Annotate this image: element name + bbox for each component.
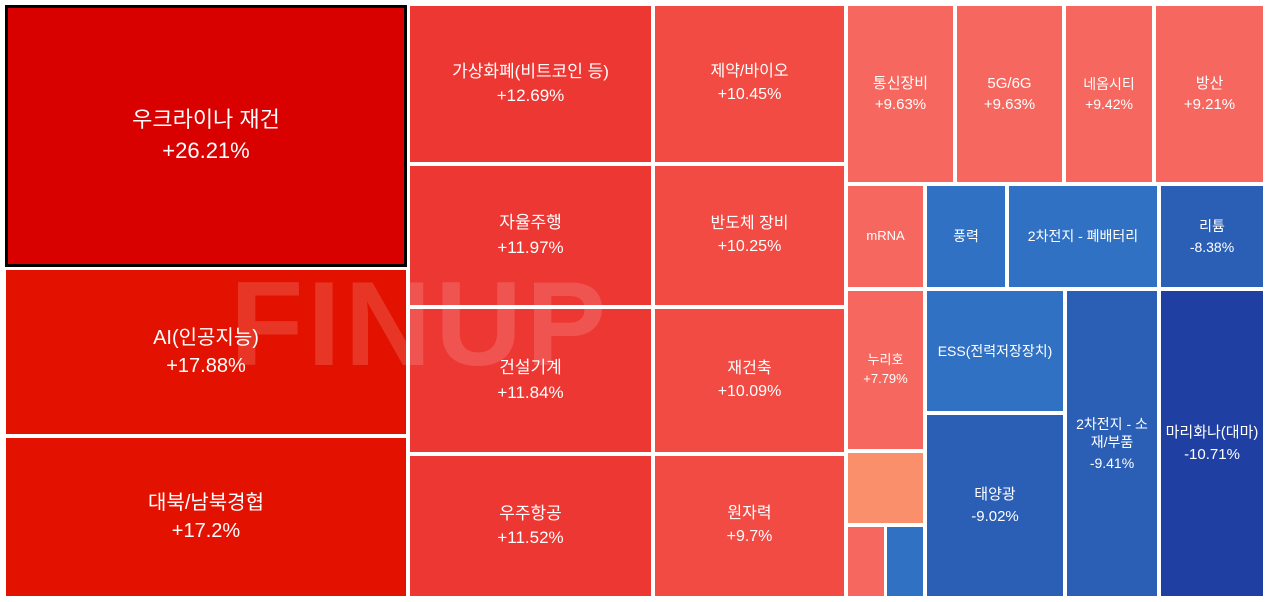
- treemap-cell[interactable]: 자율주행 +11.97%: [409, 165, 652, 306]
- cell-value: +12.69%: [497, 85, 565, 107]
- cell-label: 누리호: [868, 352, 904, 369]
- cell-value: -9.02%: [971, 507, 1019, 527]
- treemap-cell[interactable]: 통신장비+9.63%: [847, 5, 954, 183]
- cell-label: 네옴시티: [1083, 75, 1135, 93]
- treemap-cell[interactable]: 2차전지 - 소재/부품 -9.41%: [1066, 290, 1158, 597]
- cell-value: +7.79%: [863, 371, 907, 388]
- cell-label: mRNA: [866, 228, 904, 245]
- cell-label: 건설기계: [499, 357, 562, 379]
- cell-label: 가상화폐(비트코인 등): [452, 61, 609, 83]
- cell-value: +9.7%: [727, 527, 773, 548]
- cell-value: -9.41%: [1090, 454, 1134, 472]
- cell-label: 재건축: [727, 359, 771, 380]
- cell-value: +9.63%: [984, 95, 1035, 115]
- cell-label: 통신장비: [873, 74, 928, 94]
- cell-value: -10.71%: [1184, 445, 1240, 465]
- cell-value: +17.2%: [172, 518, 240, 544]
- cell-value: +11.52%: [497, 527, 563, 549]
- cell-value: +11.97%: [497, 237, 563, 259]
- treemap-cell[interactable]: 우주항공+11.52%: [409, 455, 652, 597]
- cell-label: 리튬: [1199, 217, 1225, 235]
- cell-label: 우크라이나 재건: [132, 106, 280, 135]
- cell-label: 마리화나(대마): [1166, 423, 1259, 443]
- treemap-cell[interactable]: ESS(전력저장장치): [926, 290, 1064, 412]
- cell-label: ESS(전력저장장치): [938, 342, 1053, 360]
- cell-label: 대북/남북경협: [148, 490, 264, 516]
- treemap-cell[interactable]: 방산+9.21%: [1155, 5, 1264, 183]
- cell-label: 자율주행: [499, 212, 562, 234]
- cell-value: +9.21%: [1184, 95, 1235, 115]
- cell-label: 5G/6G: [987, 74, 1031, 94]
- cell-value: -8.38%: [1190, 238, 1234, 256]
- cell-value: +9.63%: [875, 95, 926, 115]
- treemap-cell[interactable]: 건설기계 +11.84%: [409, 308, 652, 453]
- cell-label: 우주항공: [499, 503, 562, 525]
- cell-value: +17.88%: [166, 353, 246, 379]
- cell-label: 원자력: [727, 504, 771, 525]
- cell-label: 방산: [1196, 74, 1224, 94]
- cell-label: 2차전지 - 소재/부품: [1071, 415, 1153, 451]
- cell-label: 제약/바이오: [710, 62, 788, 83]
- treemap-cell[interactable]: 리튬 -8.38%: [1160, 185, 1264, 288]
- cell-label: AI(인공지능): [153, 325, 259, 351]
- treemap-cell[interactable]: 5G/6G+9.63%: [956, 5, 1063, 183]
- treemap-cell[interactable]: 대북/남북경협+17.2%: [5, 437, 407, 597]
- treemap-cell[interactable]: 마리화나(대마)-10.71%: [1160, 290, 1264, 597]
- cell-label: 태양광: [974, 485, 1015, 505]
- treemap-cell[interactable]: 제약/바이오+10.45%: [654, 5, 845, 163]
- cell-value: +10.25%: [718, 237, 782, 258]
- treemap-cell[interactable]: 네옴시티 +9.42%: [1065, 5, 1153, 183]
- treemap-cell[interactable]: 누리호 +7.79%: [847, 290, 924, 450]
- treemap-cell[interactable]: 태양광-9.02%: [926, 414, 1064, 597]
- cell-value: +10.09%: [718, 382, 782, 403]
- treemap-cell[interactable]: 2차전지 - 폐배터리: [1008, 185, 1158, 288]
- cell-label: 2차전지 - 폐배터리: [1028, 227, 1138, 245]
- treemap-cell[interactable]: AI(인공지능)+17.88%: [5, 269, 407, 435]
- cell-value: +9.42%: [1085, 95, 1133, 113]
- treemap-cell[interactable]: [847, 526, 885, 597]
- treemap-cell[interactable]: 재건축+10.09%: [654, 308, 845, 453]
- treemap-cell[interactable]: 우크라이나 재건+26.21%: [5, 5, 407, 267]
- treemap-container: 우크라이나 재건+26.21%AI(인공지능)+17.88%대북/남북경협+17…: [0, 0, 1269, 602]
- treemap-cell[interactable]: mRNA: [847, 185, 924, 288]
- cell-label: 반도체 장비: [710, 214, 788, 235]
- treemap-cell[interactable]: [847, 452, 924, 524]
- cell-label: 풍력: [953, 227, 979, 245]
- treemap-cell[interactable]: 원자력+9.7%: [654, 455, 845, 597]
- treemap-cell[interactable]: [886, 526, 924, 597]
- cell-value: +26.21%: [162, 137, 249, 166]
- cell-value: +11.84%: [497, 382, 563, 404]
- treemap-cell[interactable]: 풍력: [926, 185, 1006, 288]
- cell-value: +10.45%: [718, 85, 782, 106]
- treemap-cell[interactable]: 가상화폐(비트코인 등)+12.69%: [409, 5, 652, 163]
- treemap-cell[interactable]: 반도체 장비+10.25%: [654, 165, 845, 306]
